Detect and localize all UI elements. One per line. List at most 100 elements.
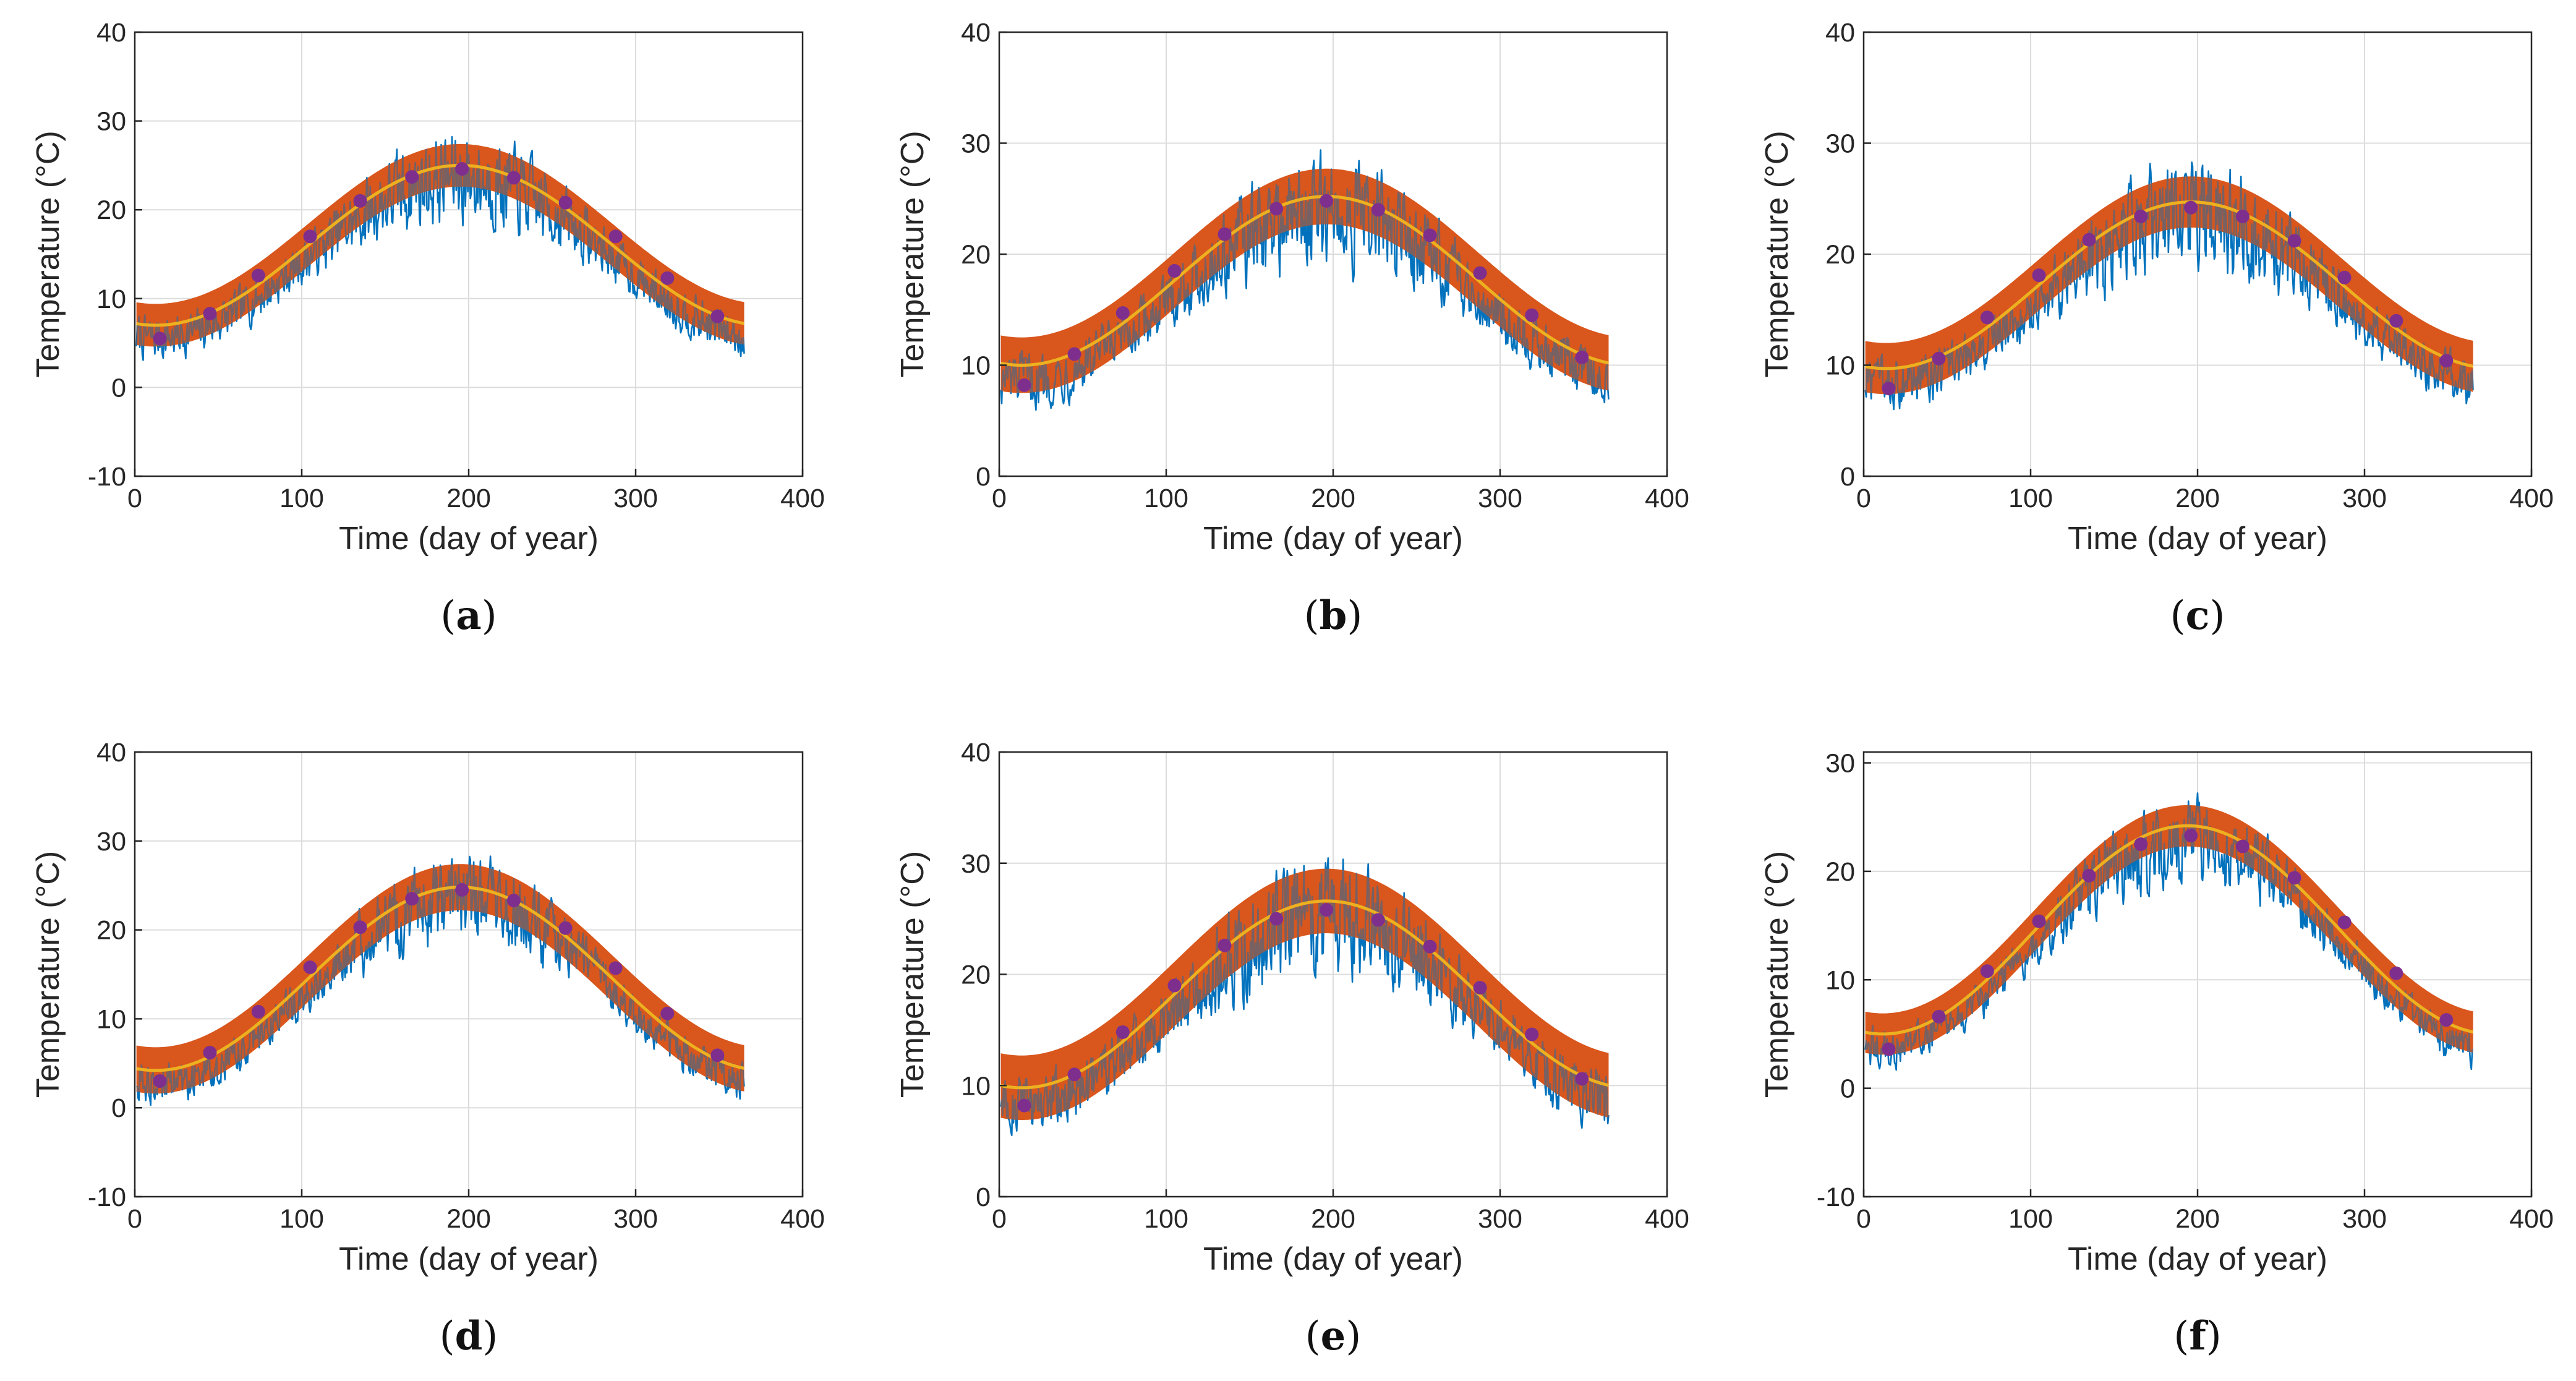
data-layer <box>1000 857 1610 1136</box>
y-axis-label: Temperature (°C) <box>1759 130 1795 377</box>
fit-curve <box>136 163 744 327</box>
monthly-mean-point <box>1980 964 1994 978</box>
x-tick-label: 100 <box>279 484 324 513</box>
monthly-mean-point <box>2134 209 2148 223</box>
monthly-mean-point <box>2235 209 2250 223</box>
fit-curve <box>1000 195 1609 367</box>
monthly-mean-point <box>2134 837 2148 852</box>
monthly-mean-point <box>660 271 675 285</box>
monthly-mean-point <box>608 229 623 244</box>
monthly-mean-point <box>1017 378 1031 392</box>
caption-open-paren: ( <box>1305 1314 1321 1359</box>
y-tick-label: 10 <box>96 1004 126 1034</box>
y-tick-label: 20 <box>96 195 126 225</box>
monthly-mean-point <box>455 883 469 897</box>
y-tick-label: 20 <box>1825 240 1855 270</box>
data-layer <box>136 855 745 1106</box>
x-axis-label: Time (day of year) <box>339 1241 599 1277</box>
x-tick-label: 100 <box>2008 484 2053 513</box>
monthly-mean-point <box>2082 868 2096 883</box>
panel-caption: (b) <box>1304 592 1363 639</box>
monthly-mean-point <box>2337 915 2352 930</box>
monthly-mean-point <box>2389 966 2403 980</box>
panel-caption: (c) <box>2170 592 2225 639</box>
monthly-mean-point <box>1882 1042 1896 1056</box>
x-axis-label: Time (day of year) <box>1203 521 1463 557</box>
panel-caption: (f) <box>2173 1313 2221 1359</box>
caption-open-paren: ( <box>1304 593 1320 639</box>
monthly-mean-point <box>405 170 419 184</box>
monthly-mean-point <box>1067 1067 1081 1082</box>
caption-close-paren: ) <box>2209 593 2225 639</box>
y-axis-label: Temperature (°C) <box>30 851 66 1098</box>
monthly-mean-point <box>1473 981 1487 995</box>
y-tick-label: 10 <box>1825 965 1855 995</box>
x-tick-label: 300 <box>1478 484 1522 513</box>
fit-curve <box>1865 200 2474 370</box>
monthly-mean-point <box>2184 200 2198 215</box>
x-axis-label: Time (day of year) <box>1203 1241 1463 1277</box>
monthly-mean-point <box>153 331 167 346</box>
y-axis-label: Temperature (°C) <box>895 851 931 1098</box>
monthly-mean-point <box>1218 227 1232 241</box>
x-tick-label: 200 <box>446 484 491 513</box>
monthly-mean-point <box>153 1074 167 1088</box>
y-tick-label: 0 <box>1840 462 1855 492</box>
monthly-mean-point <box>1371 913 1385 927</box>
monthly-mean-point <box>1575 1072 1589 1086</box>
monthly-mean-point <box>1218 938 1232 952</box>
chart-panel-b: 0 100 200 300 400 0 10 20 30 40 Time (day of year)… <box>895 18 1689 639</box>
caption-open-paren: ( <box>440 1314 455 1359</box>
y-tick-label: 0 <box>976 462 991 492</box>
y-tick-label: 0 <box>111 373 126 403</box>
monthly-mean-point <box>2389 314 2403 328</box>
caption-close-paren: ) <box>2206 1314 2222 1359</box>
y-tick-label: 20 <box>96 916 126 946</box>
caption-letter: d <box>455 1313 483 1359</box>
monthly-mean-point <box>1115 306 1130 320</box>
x-tick-label: 0 <box>992 1204 1007 1234</box>
monthly-mean-point <box>608 961 623 975</box>
x-tick-label: 400 <box>1645 484 1689 513</box>
x-tick-label: 400 <box>2509 484 2554 513</box>
caption-letter: f <box>2189 1313 2208 1359</box>
monthly-mean-point <box>1017 1098 1031 1113</box>
x-tick-label: 400 <box>1645 1204 1689 1234</box>
x-tick-label: 0 <box>1856 1204 1871 1234</box>
monthly-mean-point <box>558 921 573 935</box>
x-axis-label: Time (day of year) <box>339 521 599 557</box>
uncertainty-band-overlay <box>136 143 744 347</box>
monthly-mean-point <box>506 171 521 185</box>
monthly-mean-point <box>2287 234 2301 248</box>
x-tick-label: 400 <box>780 1204 825 1234</box>
x-tick-label: 300 <box>1478 1204 1522 1234</box>
x-tick-label: 300 <box>2342 1204 2387 1234</box>
y-tick-label: 10 <box>1825 351 1855 381</box>
monthly-mean-point <box>506 894 521 908</box>
monthly-mean-point <box>2184 829 2198 843</box>
y-tick-label: 40 <box>961 738 991 767</box>
caption-close-paren: ) <box>1346 1314 1361 1359</box>
caption-open-paren: ( <box>440 593 456 639</box>
y-tick-label: 30 <box>1825 129 1855 159</box>
monthly-mean-point <box>203 1046 217 1060</box>
caption-open-paren: ( <box>2170 593 2186 639</box>
monthly-mean-point <box>1882 382 1896 396</box>
y-tick-label: 20 <box>961 240 991 270</box>
y-tick-label: 40 <box>961 18 991 48</box>
y-tick-label: 30 <box>96 107 126 137</box>
monthly-mean-point <box>353 920 367 934</box>
y-tick-label: 10 <box>961 1071 991 1101</box>
x-tick-label: 400 <box>2509 1204 2554 1234</box>
caption-letter: b <box>1320 592 1347 639</box>
monthly-mean-point <box>1115 1025 1130 1039</box>
monthly-mean-point <box>2032 268 2046 283</box>
monthly-mean-point <box>2439 1013 2454 1027</box>
chart-panel-e: 0 100 200 300 400 0 10 20 30 40 Time (day of year)… <box>895 738 1689 1359</box>
monthly-mean-point <box>660 1006 675 1020</box>
monthly-mean-point <box>558 195 573 210</box>
panel-caption: (a) <box>440 592 497 639</box>
monthly-mean-point <box>2337 270 2352 284</box>
